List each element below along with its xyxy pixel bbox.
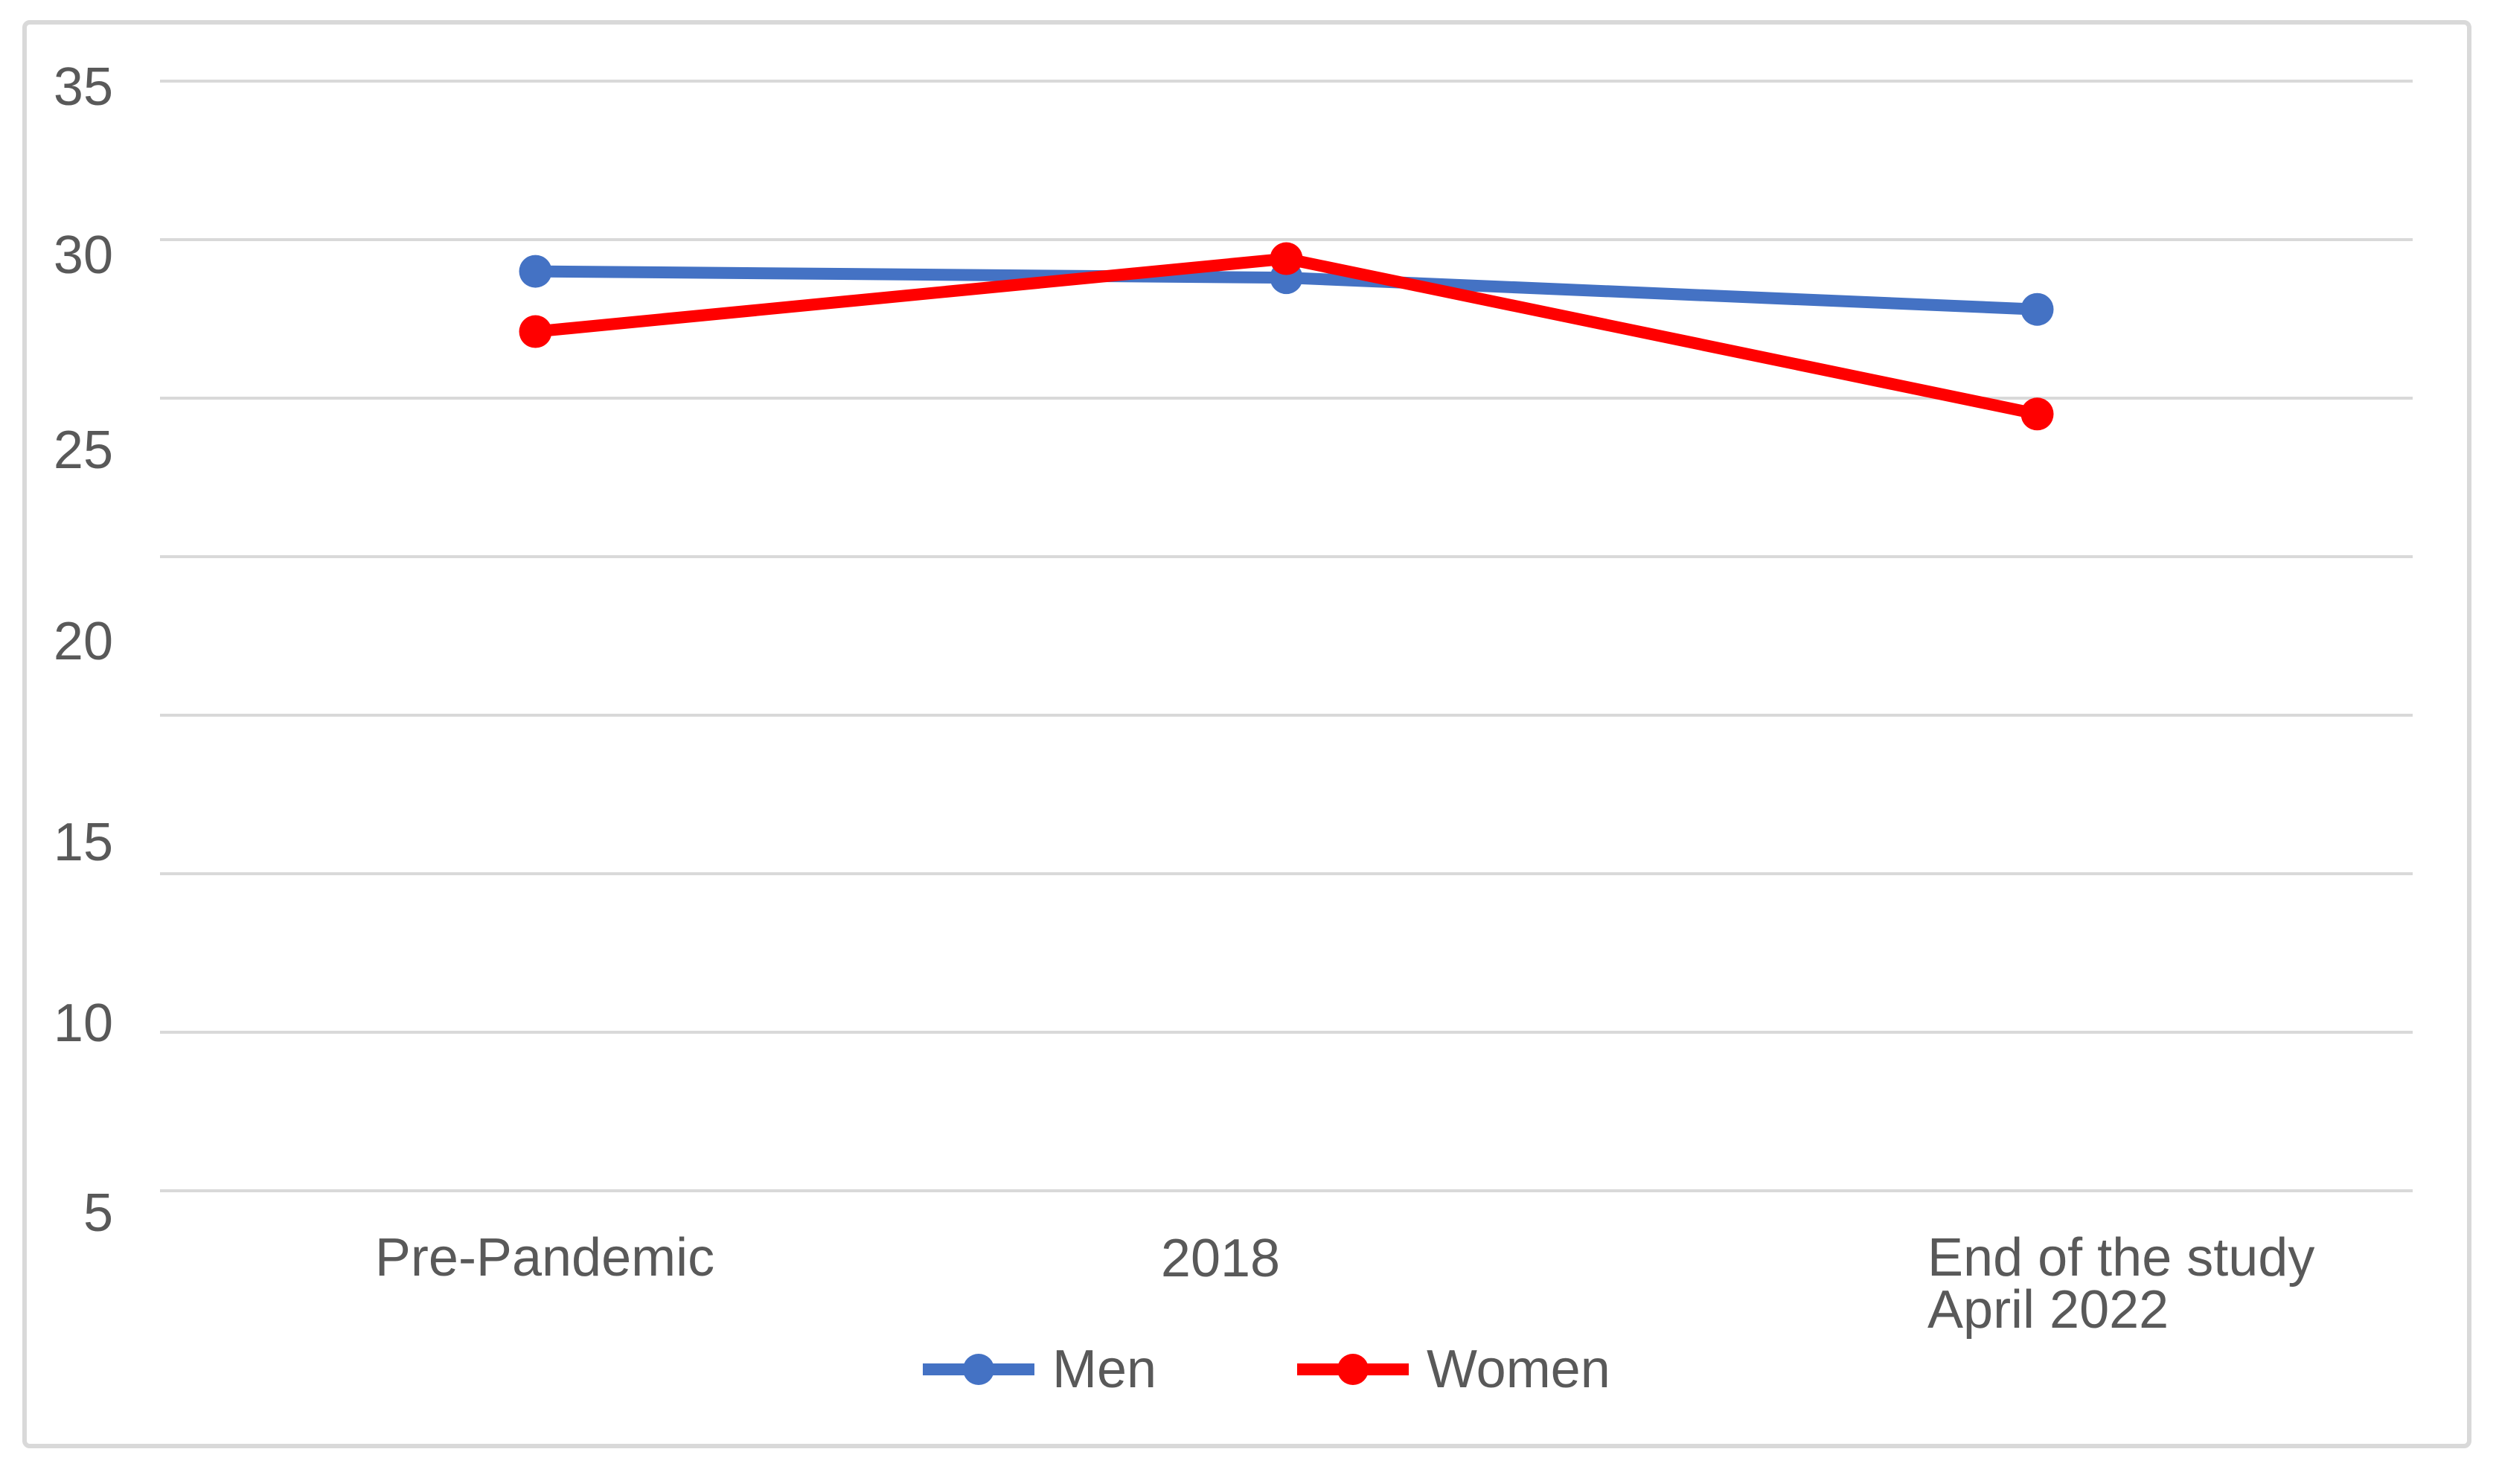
- gridline-35: [160, 80, 2413, 83]
- gridline-20: [160, 555, 2413, 558]
- women-data-point-2018: [1270, 242, 1303, 275]
- y-tick-label-5: 5: [83, 1183, 113, 1243]
- men-data-point-end-of-the-study: [2020, 292, 2054, 326]
- x-category-label-end-of-study: End of the study April 2022: [1927, 1228, 2315, 1340]
- x-category-label-pre-pandemic: Pre-Pandemic: [374, 1228, 715, 1288]
- y-tick-label-15: 15: [53, 813, 113, 872]
- gridline-10: [160, 872, 2413, 875]
- gridline-25: [160, 397, 2413, 400]
- legend-item-men: Men: [923, 1343, 1156, 1396]
- y-tick-label-35: 35: [53, 57, 113, 117]
- men-data-point-pre-pandemic: [519, 255, 552, 288]
- women-legend-marker-icon: [1297, 1354, 1409, 1385]
- women-data-point-end-of-the-study: [2020, 397, 2054, 431]
- legend-item-women: Women: [1297, 1343, 1610, 1396]
- gridline-30: [160, 238, 2413, 241]
- y-tick-label-10: 10: [53, 994, 113, 1053]
- x-category-label-2018: 2018: [1160, 1229, 1281, 1288]
- legend-label-men: Men: [1052, 1340, 1157, 1399]
- gridline-5: [160, 1031, 2413, 1034]
- gridline-0: [160, 1189, 2413, 1192]
- men-legend-marker-icon: [923, 1354, 1034, 1385]
- gridline-15: [160, 714, 2413, 717]
- y-tick-label-20: 20: [53, 612, 113, 671]
- y-tick-label-30: 30: [53, 226, 113, 285]
- women-data-point-pre-pandemic: [519, 315, 552, 348]
- y-tick-label-25: 25: [53, 420, 113, 480]
- legend-label-women: Women: [1427, 1340, 1610, 1399]
